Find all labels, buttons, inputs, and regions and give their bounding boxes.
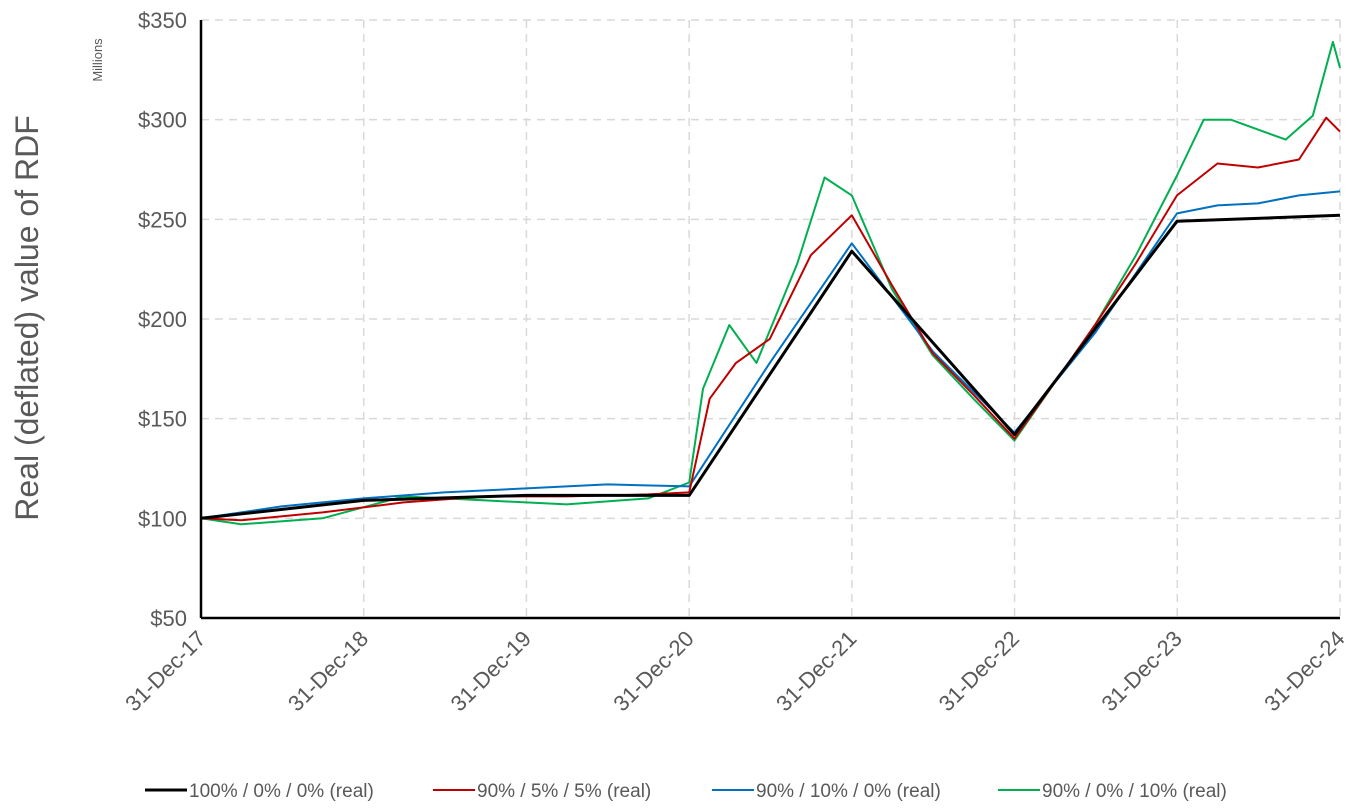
y-axis-title: Real (deflated) value of RDF bbox=[9, 115, 45, 521]
y-tick-label: $350 bbox=[138, 8, 187, 33]
x-tick-labels: 31-Dec-17 31-Dec-18 31-Dec-19 31-Dec-20 31-D… bbox=[120, 626, 1349, 716]
x-tick-label: 31-Dec-23 bbox=[1097, 626, 1187, 716]
y-tick-labels: $50 $100 $150 $200 $250 $300 $350 bbox=[138, 8, 187, 631]
y-units-label: Millions bbox=[90, 38, 105, 82]
legend-label-2: 90% / 5% / 5% (real) bbox=[477, 781, 651, 802]
y-tick-label: $150 bbox=[138, 407, 187, 432]
x-tick-label: 31-Dec-18 bbox=[283, 626, 373, 716]
gridlines bbox=[201, 19, 1341, 618]
legend-label-4: 90% / 0% / 10% (real) bbox=[1042, 781, 1227, 802]
legend-label-1: 100% / 0% / 0% (real) bbox=[189, 781, 374, 802]
series-line-1 bbox=[200, 213, 1341, 520]
x-tick-label: 31-Dec-19 bbox=[446, 626, 536, 716]
y-tick-label: $100 bbox=[138, 506, 187, 531]
y-tick-label: $300 bbox=[138, 108, 187, 133]
x-tick-label: 31-Dec-17 bbox=[120, 626, 210, 716]
x-tick-label: 31-Dec-20 bbox=[608, 626, 698, 716]
legend-label-3: 90% / 10% / 0% (real) bbox=[756, 781, 941, 802]
series-line-4 bbox=[200, 40, 1341, 526]
x-tick-label: 31-Dec-21 bbox=[771, 626, 861, 716]
y-tick-label: $200 bbox=[138, 307, 187, 332]
x-tick-label: 31-Dec-22 bbox=[934, 626, 1024, 716]
x-tick-label: 31-Dec-24 bbox=[1259, 626, 1349, 716]
y-tick-label: $50 bbox=[150, 606, 187, 631]
y-tick-label: $250 bbox=[138, 207, 187, 232]
axes bbox=[199, 20, 1340, 620]
series-lines bbox=[200, 40, 1341, 526]
legend: 100% / 0% / 0% (real) 90% / 5% / 5% (real… bbox=[145, 781, 1227, 802]
series-line-3 bbox=[200, 190, 1341, 520]
